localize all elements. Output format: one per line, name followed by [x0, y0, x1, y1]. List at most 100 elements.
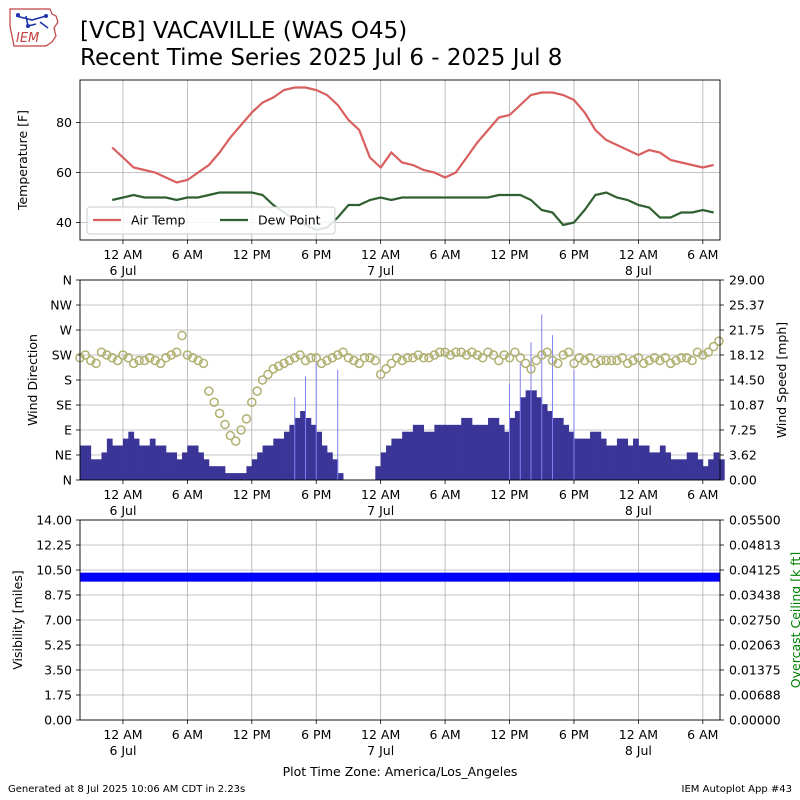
- x-date-label: 6 Jul: [109, 743, 136, 758]
- wind-direction-point: [408, 353, 418, 363]
- wind-speed-bar: [450, 424, 457, 480]
- wind-direction-point: [365, 353, 375, 363]
- wind-speed-bar: [122, 438, 129, 480]
- wind-speed-bar: [718, 459, 725, 480]
- y-right-tick-label: 0.02063: [729, 638, 781, 653]
- wind-direction-point: [214, 408, 225, 419]
- wind-speed-bar: [418, 424, 425, 480]
- wind-direction-point: [483, 347, 493, 357]
- y-right-tick-label: 0.03438: [729, 588, 781, 603]
- wind-direction-point: [375, 369, 386, 380]
- wind-speed-bar: [396, 438, 403, 480]
- y-tick-label: S: [64, 373, 72, 388]
- wind-direction-point: [209, 397, 219, 407]
- y-right-tick-label: 0.02750: [729, 613, 781, 628]
- wind-speed-bar: [192, 445, 199, 480]
- x-tick-label: 6 PM: [301, 727, 331, 742]
- wind-direction-point: [306, 353, 316, 363]
- wind-speed-bar: [407, 431, 414, 480]
- wind-speed-bar: [300, 411, 306, 480]
- x-tick-label: 12 AM: [103, 247, 142, 262]
- wind-speed-bar: [208, 466, 215, 480]
- y-right-tick-label: 0.00000: [729, 713, 781, 728]
- wind-direction-point: [714, 336, 724, 346]
- wind-direction-point: [703, 347, 713, 357]
- dew-point-line: [111, 191, 714, 232]
- chart-title-line2: Recent Time Series 2025 Jul 6 - 2025 Jul…: [80, 45, 563, 71]
- y-tick-label: 8.75: [44, 588, 72, 603]
- wind-speed-bar: [536, 397, 543, 480]
- wind-direction-point: [284, 355, 295, 366]
- y-tick-label: N: [63, 473, 72, 488]
- wind-direction-point: [161, 353, 171, 363]
- y-tick-label: SE: [56, 398, 72, 413]
- wind-speed-bar: [262, 445, 269, 480]
- x-tick-label: 12 PM: [490, 487, 528, 502]
- wind-direction-point: [531, 355, 542, 366]
- y-right-tick-label: 21.75: [729, 323, 765, 338]
- x-tick-label: 12 PM: [233, 487, 271, 502]
- wind-speed-bar: [557, 417, 564, 480]
- wind-speed-bar: [278, 438, 285, 480]
- wind-speed-bar: [606, 445, 612, 480]
- wind-speed-bar: [112, 445, 118, 480]
- x-tick-label: 12 AM: [619, 247, 658, 262]
- wind-speed-bar: [139, 445, 145, 480]
- wind-direction-point: [112, 355, 123, 366]
- y-tick-label: SW: [52, 348, 72, 363]
- wind-speed-bar: [643, 445, 650, 480]
- legend-label-air-temp: Air Temp: [131, 213, 186, 228]
- wind-speed-bar: [525, 390, 532, 480]
- x-tick-label: 6 AM: [172, 727, 203, 742]
- wind-direction-point: [128, 358, 139, 369]
- wind-speed-bar: [675, 459, 682, 480]
- wind-speed-bar: [219, 466, 226, 480]
- wind-speed-bar: [428, 431, 435, 480]
- wind-direction-point: [456, 347, 466, 357]
- wind-speed-bar: [251, 459, 258, 480]
- y-tick-label: 60: [56, 165, 72, 180]
- wind-direction-point: [461, 350, 472, 360]
- logo-text: IEM: [16, 31, 39, 46]
- y-tick-label: 7.00: [44, 613, 72, 628]
- wind-direction-point: [601, 355, 611, 366]
- legend-label-dew-point: Dew Point: [258, 213, 321, 228]
- wind-direction-point: [590, 358, 601, 369]
- wind-direction-point: [225, 430, 236, 441]
- wind-speed-bar: [633, 438, 639, 480]
- wind-speed-bar: [284, 431, 290, 480]
- wind-speed-bar: [85, 445, 92, 480]
- wind-direction-point: [520, 358, 531, 369]
- x-tick-label: 6 AM: [172, 247, 203, 262]
- wind-direction-point: [413, 350, 424, 360]
- legend-box: [86, 206, 336, 235]
- x-tick-label: 12 PM: [490, 727, 528, 742]
- wind-speed-bar: [541, 404, 548, 480]
- wind-direction-point: [204, 386, 214, 396]
- axes-frame: [79, 279, 721, 481]
- wind-direction-point: [295, 350, 305, 360]
- wind-direction-point: [553, 358, 563, 369]
- wind-direction-point: [622, 358, 633, 369]
- x-tick-label: 6 PM: [559, 247, 589, 262]
- wind-speed-bar: [654, 452, 661, 480]
- wind-speed-bar: [552, 417, 559, 480]
- wind-direction-point: [80, 350, 91, 360]
- wind-direction-point: [397, 355, 407, 366]
- wind-direction-point: [107, 353, 117, 363]
- wind-speed-bar: [423, 431, 430, 480]
- wind-speed-bar: [128, 431, 135, 480]
- x-tick-label: 12 AM: [361, 727, 400, 742]
- y-right-tick-label: 10.87: [729, 398, 765, 413]
- y-right-tick-label: 18.12: [729, 348, 765, 363]
- wind-direction-point: [91, 358, 101, 369]
- wind-speed-bar: [590, 431, 596, 480]
- wind-speed-bar: [611, 445, 618, 480]
- wind-speed-bar: [616, 438, 623, 480]
- x-tick-label: 12 AM: [103, 727, 142, 742]
- wind-direction-point: [649, 353, 660, 363]
- wind-speed-bar: [638, 445, 645, 480]
- y-right-tick-label: 3.62: [729, 448, 757, 463]
- wind-speed-bar: [149, 438, 156, 480]
- air-temp-line: [111, 86, 714, 184]
